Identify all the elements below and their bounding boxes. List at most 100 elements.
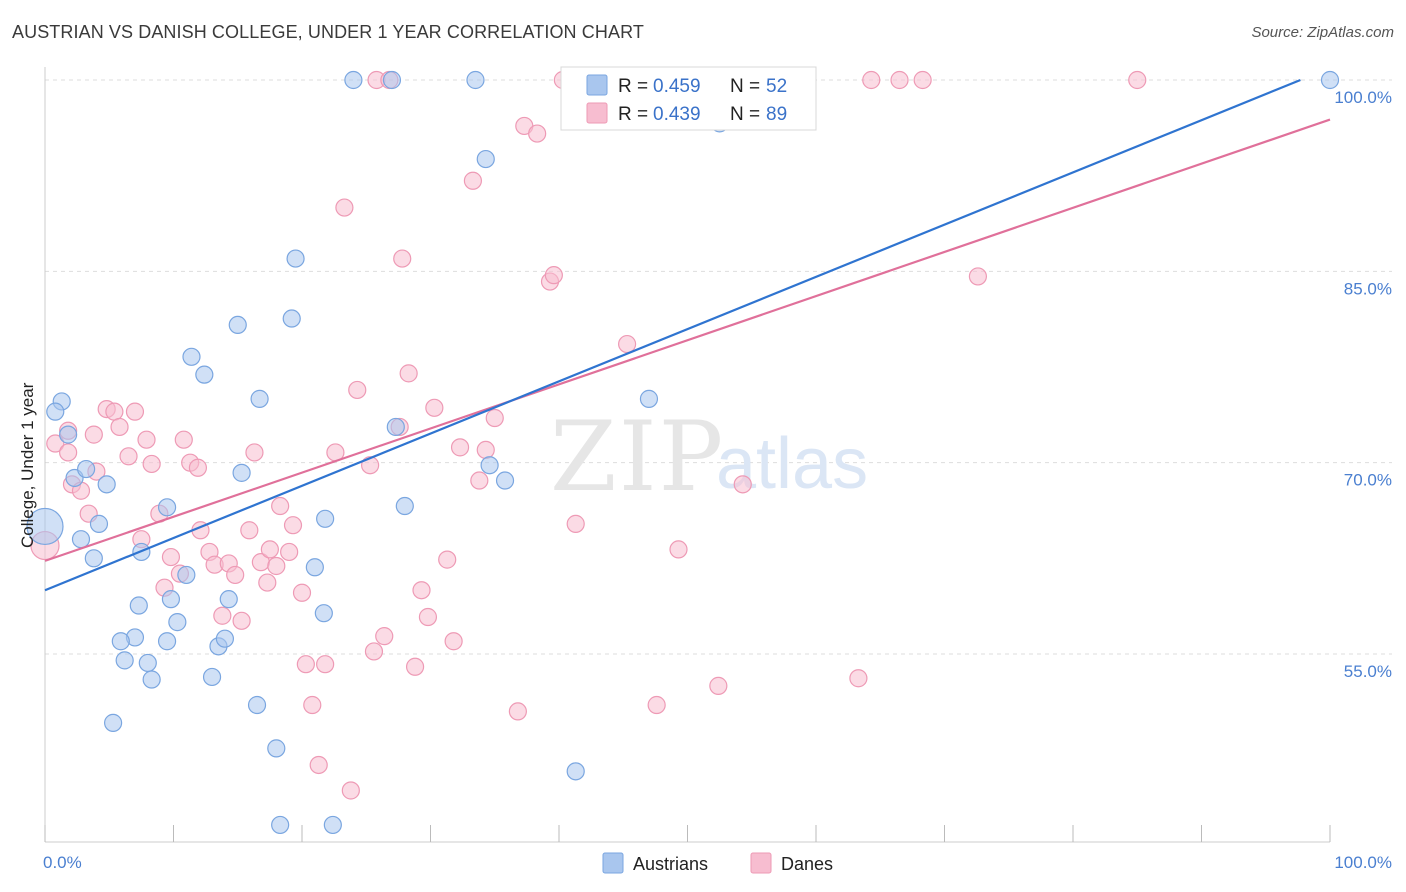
- danes-point-72: [544, 266, 563, 285]
- austrians-point-19: [177, 565, 196, 585]
- austrians-point-51: [566, 762, 585, 781]
- danes-series-label: Danes: [781, 854, 833, 874]
- danes-point-1: [46, 434, 65, 453]
- danes-point-83: [890, 70, 909, 90]
- austrians-point-36: [305, 558, 324, 577]
- austrians-legend-swatch: [586, 74, 608, 96]
- austrians-n-value: 52: [766, 76, 787, 97]
- austrians-point-32: [267, 739, 286, 758]
- danes-point-23: [188, 458, 208, 477]
- trend-lines: [44, 78, 1331, 592]
- danes-point-40: [292, 583, 312, 602]
- austrians-point-13: [111, 632, 130, 651]
- grid: [45, 79, 1392, 655]
- danes-point-31: [240, 521, 259, 540]
- austrians-point-33: [271, 815, 290, 835]
- austrians-point-44: [386, 417, 405, 437]
- danes-point-39: [283, 516, 303, 535]
- austrians-point-45: [466, 70, 485, 90]
- danes-n-label: N =: [730, 104, 760, 125]
- austrians-series-swatch: [602, 852, 624, 874]
- danes-trend-line: [44, 118, 1331, 562]
- x-tick-label-min: 0.0%: [43, 853, 82, 872]
- austrians-point-49: [639, 389, 659, 408]
- danes-point-77: [669, 540, 688, 559]
- danes-point-62: [444, 632, 463, 651]
- danes-point-43: [309, 755, 328, 775]
- danes-point-3: [59, 443, 78, 462]
- austrians-point-25: [215, 629, 234, 648]
- danes-legend-swatch: [586, 102, 608, 124]
- source-label: Source: ZipAtlas.com: [1251, 24, 1394, 41]
- danes-point-48: [348, 380, 367, 400]
- danes-point-47: [341, 781, 360, 800]
- austrians-point-12: [115, 651, 134, 670]
- danes-point-29: [226, 565, 245, 585]
- austrians-point-37: [314, 604, 333, 623]
- danes-point-37: [271, 496, 290, 516]
- danes-point-46: [335, 198, 354, 217]
- y-tick-label-100: 100.0%: [1334, 88, 1392, 107]
- danes-point-59: [418, 607, 438, 627]
- austrians-point-41: [344, 70, 363, 90]
- austrians-point-2: [46, 402, 65, 421]
- austrians-point-3: [59, 425, 78, 444]
- austrians-point-14: [138, 653, 157, 673]
- austrians-point-40: [104, 713, 123, 732]
- austrians-point-30: [250, 389, 269, 408]
- danes-point-65: [470, 471, 489, 490]
- y-tick-label-55: 55.0%: [1344, 662, 1392, 681]
- austrians-point-39: [323, 815, 342, 835]
- danes-point-30: [232, 611, 251, 630]
- danes-n-value: 89: [766, 104, 787, 125]
- danes-point-78: [709, 676, 728, 695]
- austrians-trend-line: [44, 78, 1301, 592]
- chart-title: AUSTRIAN VS DANISH COLLEGE, UNDER 1 YEAR…: [12, 22, 644, 42]
- austrians-point-35: [286, 249, 305, 268]
- austrians-point-31: [247, 695, 267, 715]
- austrians-point-0: [26, 507, 64, 546]
- austrians-point-21: [157, 498, 177, 517]
- austrians-point-20: [129, 596, 148, 615]
- danes-point-57: [405, 657, 425, 676]
- danes-point-85: [968, 267, 988, 286]
- danes-point-60: [425, 398, 444, 417]
- danes-point-38: [280, 542, 299, 562]
- austrians-point-27: [202, 667, 222, 687]
- danes-point-61: [438, 550, 457, 569]
- danes-point-68: [508, 702, 527, 721]
- danes-point-76: [647, 695, 666, 715]
- danes-point-81: [849, 669, 868, 688]
- stats-legend: R = 0.459 N = 52 R = 0.439 N = 89: [560, 66, 817, 131]
- watermark: ZIP atlas: [550, 401, 868, 513]
- danes-r-value: 0.439: [653, 104, 701, 125]
- danes-point-10: [105, 402, 124, 421]
- austrians-r-value: 0.459: [653, 76, 701, 97]
- danes-points: [30, 70, 1147, 800]
- tick-labels: 100.0% 85.0% 70.0% 55.0% 0.0% 100.0%: [43, 88, 1392, 872]
- austrians-point-17: [161, 590, 181, 609]
- austrians-point-48: [480, 456, 499, 475]
- y-tick-label-85: 85.0%: [1344, 279, 1392, 298]
- danes-point-56: [399, 364, 418, 383]
- austrians-point-38: [316, 509, 335, 528]
- danes-point-70: [528, 124, 547, 143]
- austrians-point-15: [142, 670, 161, 689]
- austrians-point-8: [89, 514, 109, 533]
- austrians-point-18: [168, 613, 187, 632]
- danes-series-swatch: [750, 852, 772, 874]
- x-tick-label-max: 100.0%: [1334, 853, 1392, 872]
- danes-point-32: [245, 443, 264, 462]
- danes-point-42: [303, 695, 322, 715]
- danes-point-84: [913, 70, 932, 90]
- danes-point-21: [174, 430, 193, 449]
- austrians-point-5: [77, 459, 96, 479]
- y-tick-label-70: 70.0%: [1344, 471, 1392, 490]
- austrians-point-6: [97, 475, 116, 494]
- austrians-point-22: [182, 347, 201, 366]
- danes-point-34: [258, 573, 277, 592]
- danes-point-52: [375, 627, 394, 646]
- danes-point-41: [296, 655, 315, 674]
- austrians-point-9: [84, 549, 103, 568]
